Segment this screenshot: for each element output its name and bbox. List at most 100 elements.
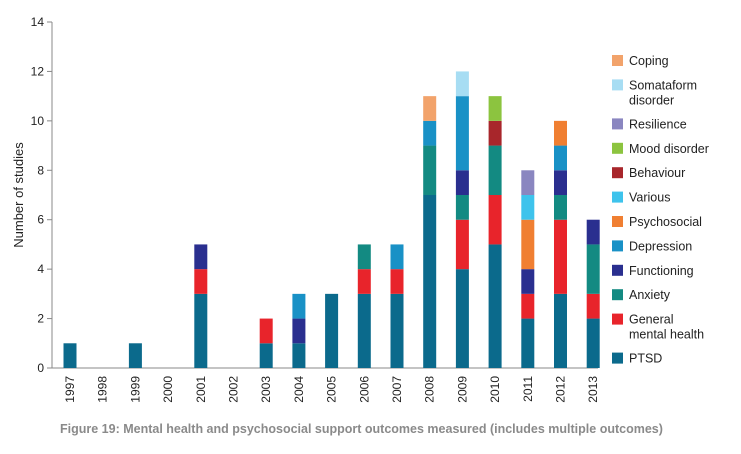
bar-segment-psychosocial	[521, 219, 535, 270]
x-tick-label: 2011	[521, 376, 535, 402]
legend-swatch-anxiety	[612, 289, 623, 301]
legend-swatch-functioning	[612, 264, 623, 276]
legend-label: Mood disorder	[629, 142, 709, 156]
bar-segment-general-mental-health	[586, 293, 600, 319]
legend-swatch-mood-disorder	[612, 142, 623, 154]
bar-segment-functioning	[521, 269, 535, 294]
x-tick-label: 2013	[586, 376, 600, 403]
y-ticks: 0 2 4 6 8 10 12 14	[31, 15, 52, 375]
bar-segment-depression	[390, 244, 404, 270]
bar-segment-anxiety	[554, 195, 567, 220]
x-tick-label: 2008	[423, 376, 437, 403]
x-tick-label: 2005	[325, 376, 339, 403]
bar-segment-depression	[292, 293, 306, 319]
bar-segment-ptsd	[63, 343, 77, 368]
y-tick-label: 14	[31, 15, 45, 29]
bar-segment-anxiety	[455, 195, 469, 220]
bar-segment-general-mental-health	[455, 219, 469, 270]
legend-label: Somataform	[629, 78, 697, 92]
bar-segment-anxiety	[586, 244, 600, 294]
y-axis: Number of studies	[11, 22, 53, 368]
bar-segment-ptsd	[488, 244, 502, 368]
bar-segment-mood-disorder	[488, 96, 502, 121]
y-axis-title: Number of studies	[11, 142, 26, 248]
x-tick-label: 2006	[357, 376, 371, 403]
x-tick-label: 2002	[227, 376, 241, 403]
bar-segment-psychosocial	[554, 120, 567, 146]
bar-segment-depression	[554, 145, 567, 171]
y-tick-label: 0	[37, 361, 44, 375]
x-tick-label: 1999	[128, 376, 142, 403]
bar-segment-ptsd	[325, 293, 339, 368]
legend-swatch-ptsd	[612, 352, 623, 364]
x-tick-label: 1997	[63, 376, 77, 403]
legend-label: Behaviour	[629, 166, 685, 180]
legend-label: Anxiety	[629, 288, 671, 302]
bar-segment-ptsd	[357, 293, 371, 368]
y-tick-label: 4	[37, 262, 44, 276]
legend-swatch-depression	[612, 240, 623, 252]
x-tick-label: 2009	[455, 376, 469, 403]
bar-segment-behaviour	[488, 120, 502, 146]
x-tick-label: 2004	[292, 376, 306, 403]
legend-label: PTSD	[629, 352, 662, 366]
legend-swatch-psychosocial	[612, 216, 623, 227]
bar-segment-ptsd	[423, 195, 437, 368]
bar-segment-ptsd	[554, 293, 567, 368]
bar-segment-anxiety	[357, 244, 371, 270]
y-tick-label: 10	[31, 114, 45, 128]
bar-segment-resilience	[521, 170, 535, 195]
bar-segment-ptsd	[521, 318, 535, 368]
x-tick-label: 2012	[554, 376, 568, 403]
bar-segment-ptsd	[455, 269, 469, 368]
legend-label: Coping	[629, 54, 669, 68]
x-tick-label: 2003	[259, 376, 273, 403]
bars	[63, 71, 600, 368]
y-tick-label: 12	[31, 64, 45, 78]
bar-segment-ptsd	[292, 343, 306, 368]
bar-segment-ptsd	[390, 293, 404, 368]
legend-label: Various	[629, 191, 670, 205]
legend-label: General	[629, 313, 673, 327]
legend-label: Depression	[629, 239, 692, 253]
legend-label: disorder	[629, 93, 674, 107]
bar-segment-general-mental-health	[259, 318, 273, 344]
bar-segment-general-mental-health	[554, 219, 567, 294]
x-tick-label: 2001	[194, 376, 208, 403]
bar-segment-ptsd	[259, 343, 273, 368]
y-tick-label: 2	[37, 312, 44, 326]
legend-swatch-general-mental-health	[612, 313, 623, 325]
bar-segment-ptsd	[194, 293, 208, 368]
y-tick-label: 8	[37, 163, 44, 177]
legend-swatch-behaviour	[612, 167, 623, 179]
x-tick-label: 1998	[96, 376, 110, 403]
bar-segment-functioning	[292, 318, 306, 344]
x-ticks: 1997 1998 1999 2000 2001 2002 2003 2004 2005 2006…	[63, 376, 600, 403]
bar-segment-functioning	[554, 170, 567, 195]
legend-label: Resilience	[629, 117, 687, 131]
x-tick-label: 2010	[488, 376, 502, 403]
legend-label: Functioning	[629, 264, 694, 278]
y-tick-label: 6	[37, 213, 44, 227]
bar-segment-general-mental-health	[357, 269, 371, 294]
bar-segment-depression	[423, 120, 437, 146]
legend-label: mental health	[629, 328, 704, 342]
bar-segment-ptsd	[128, 343, 142, 368]
bar-segment-general-mental-health	[521, 293, 535, 319]
legend-swatch-various	[612, 191, 623, 203]
bar-segment-anxiety	[488, 145, 502, 195]
bar-segment-functioning	[455, 170, 469, 195]
bar-segment-functioning	[586, 219, 600, 245]
bar-segment-functioning	[194, 244, 208, 270]
legend-swatch-coping	[612, 55, 623, 66]
x-tick-label: 2000	[161, 376, 175, 403]
bar-segment-anxiety	[423, 145, 437, 195]
bar-segment-various	[521, 195, 535, 220]
legend-swatch-resilience	[612, 118, 623, 130]
figure-caption: Figure 19: Mental health and psychosocia…	[60, 422, 663, 436]
bar-segment-depression	[455, 96, 469, 171]
bar-segment-somataform-disorder	[455, 71, 469, 97]
legend-label: Psychosocial	[629, 215, 702, 229]
